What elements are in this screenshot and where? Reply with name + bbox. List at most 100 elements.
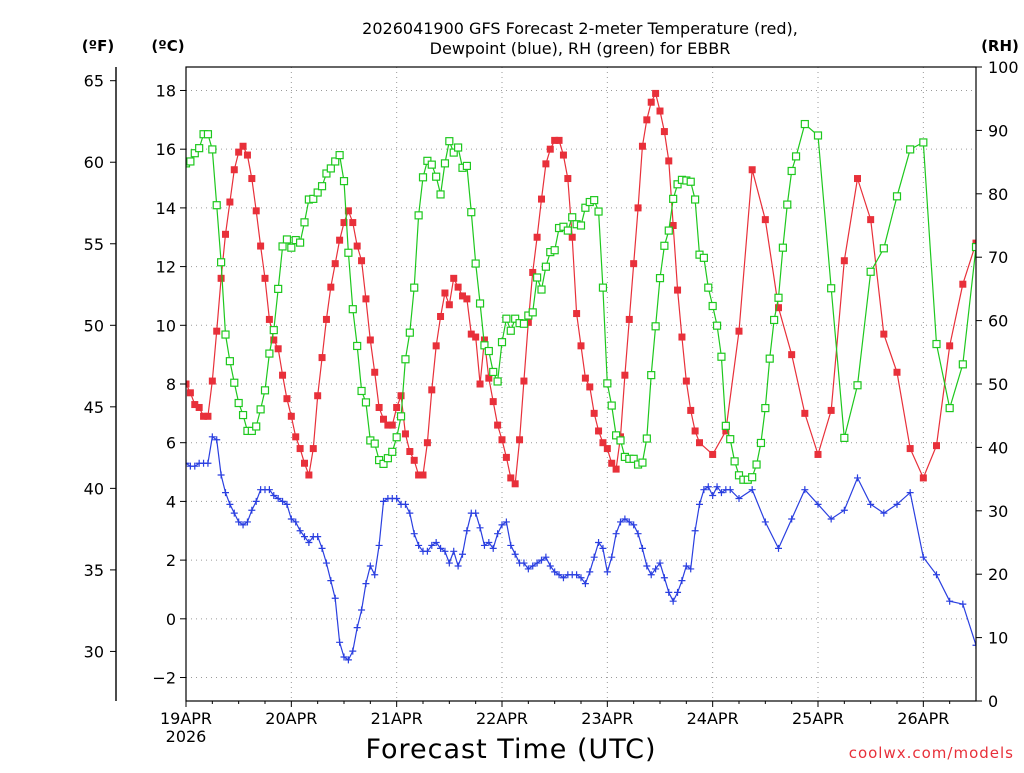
rh-point	[222, 331, 229, 338]
y-tick-label-celsius: 2	[166, 551, 176, 570]
rh-point	[477, 300, 484, 307]
temperature-point	[516, 436, 523, 443]
rh-point	[283, 236, 290, 243]
temperature-point	[314, 392, 321, 399]
temperature-point	[297, 445, 304, 452]
rh-point	[437, 191, 444, 198]
rh-point	[349, 306, 356, 313]
rh-point	[775, 294, 782, 301]
rh-point	[753, 461, 760, 468]
temperature-point	[455, 284, 462, 291]
y-tick-label-rh: 50	[988, 375, 1008, 394]
dewpoint-point	[367, 562, 374, 569]
rh-point	[564, 227, 571, 234]
rh-point	[226, 358, 233, 365]
rh-point	[551, 247, 558, 254]
y-tick-label-fahrenheit: 45	[84, 398, 104, 417]
dewpoint-point	[319, 545, 326, 552]
y-tick-label-fahrenheit: 65	[84, 72, 104, 91]
y-tick-label-celsius: 8	[166, 375, 176, 394]
temperature-point	[327, 284, 334, 291]
rh-point	[731, 458, 738, 465]
y-tick-label-fahrenheit: 55	[84, 235, 104, 254]
temperature-point	[472, 334, 479, 341]
rh-point	[494, 378, 501, 385]
temperature-point	[367, 336, 374, 343]
rh-point	[327, 165, 334, 172]
rh-point	[643, 435, 650, 442]
x-tick-label: 20APR	[265, 709, 317, 728]
temperature-point	[310, 445, 317, 452]
temperature-point	[494, 422, 501, 429]
dewpoint-point	[248, 507, 255, 514]
dewpoint-point	[986, 668, 993, 675]
dewpoint-point	[231, 510, 238, 517]
temperature-point	[433, 342, 440, 349]
rh-point	[402, 356, 409, 363]
rh-point	[520, 320, 527, 327]
rh-point	[692, 196, 699, 203]
rh-point	[657, 275, 664, 282]
temperature-point	[613, 466, 620, 473]
y-tick-label-fahrenheit: 30	[84, 642, 104, 661]
rh-point	[358, 387, 365, 394]
temperature-point	[196, 404, 203, 411]
x-year-label: 2026	[166, 727, 207, 746]
temperature-point	[393, 404, 400, 411]
rh-point	[341, 178, 348, 185]
rh-point	[771, 316, 778, 323]
temperature-point	[231, 166, 238, 173]
temperature-point	[560, 152, 567, 159]
temperature-point	[643, 116, 650, 123]
dewpoint-point	[314, 533, 321, 540]
temperature-point	[441, 290, 448, 297]
rh-point	[880, 245, 887, 252]
dewpoint-point	[959, 601, 966, 608]
temperature-point	[477, 381, 484, 388]
y-tick-label-fahrenheit: 35	[84, 561, 104, 580]
dewpoint-point	[665, 589, 672, 596]
rh-point	[319, 183, 326, 190]
temperature-point	[652, 90, 659, 97]
temperature-point	[450, 275, 457, 282]
y-tick-label-celsius: 6	[166, 434, 176, 453]
rh-point	[815, 132, 822, 139]
rh-point	[406, 329, 413, 336]
x-tick-label: 21APR	[371, 709, 423, 728]
dewpoint-point	[512, 551, 519, 558]
temperature-point	[665, 157, 672, 164]
rh-point	[398, 413, 405, 420]
rh-point	[569, 214, 576, 221]
temperature-point	[292, 433, 299, 440]
temperature-point	[305, 471, 312, 478]
dewpoint-point	[678, 577, 685, 584]
dewpoint-point	[358, 607, 365, 614]
rh-point	[687, 178, 694, 185]
temperature-point	[499, 436, 506, 443]
dewpoint-point	[608, 554, 615, 561]
rh-point	[463, 162, 470, 169]
dewpoint-point	[670, 598, 677, 605]
rh-point	[608, 402, 615, 409]
dewpoint-point	[336, 639, 343, 646]
rh-point	[336, 152, 343, 159]
rh-point	[986, 272, 993, 279]
dewpoint-point	[406, 510, 413, 517]
rh-point	[446, 138, 453, 145]
temperature-point	[828, 407, 835, 414]
rh-point	[253, 423, 260, 430]
temperature-point	[894, 369, 901, 376]
rh-point	[468, 209, 475, 216]
y-tick-label-celsius: 14	[156, 199, 176, 218]
rh-point	[266, 350, 273, 357]
rh-point	[371, 440, 378, 447]
temperature-point	[402, 430, 409, 437]
dewpoint-point	[692, 527, 699, 534]
temperature-point	[959, 281, 966, 288]
y-tick-label-celsius: 16	[156, 140, 176, 159]
rh-point	[639, 459, 646, 466]
temperature-point	[520, 378, 527, 385]
